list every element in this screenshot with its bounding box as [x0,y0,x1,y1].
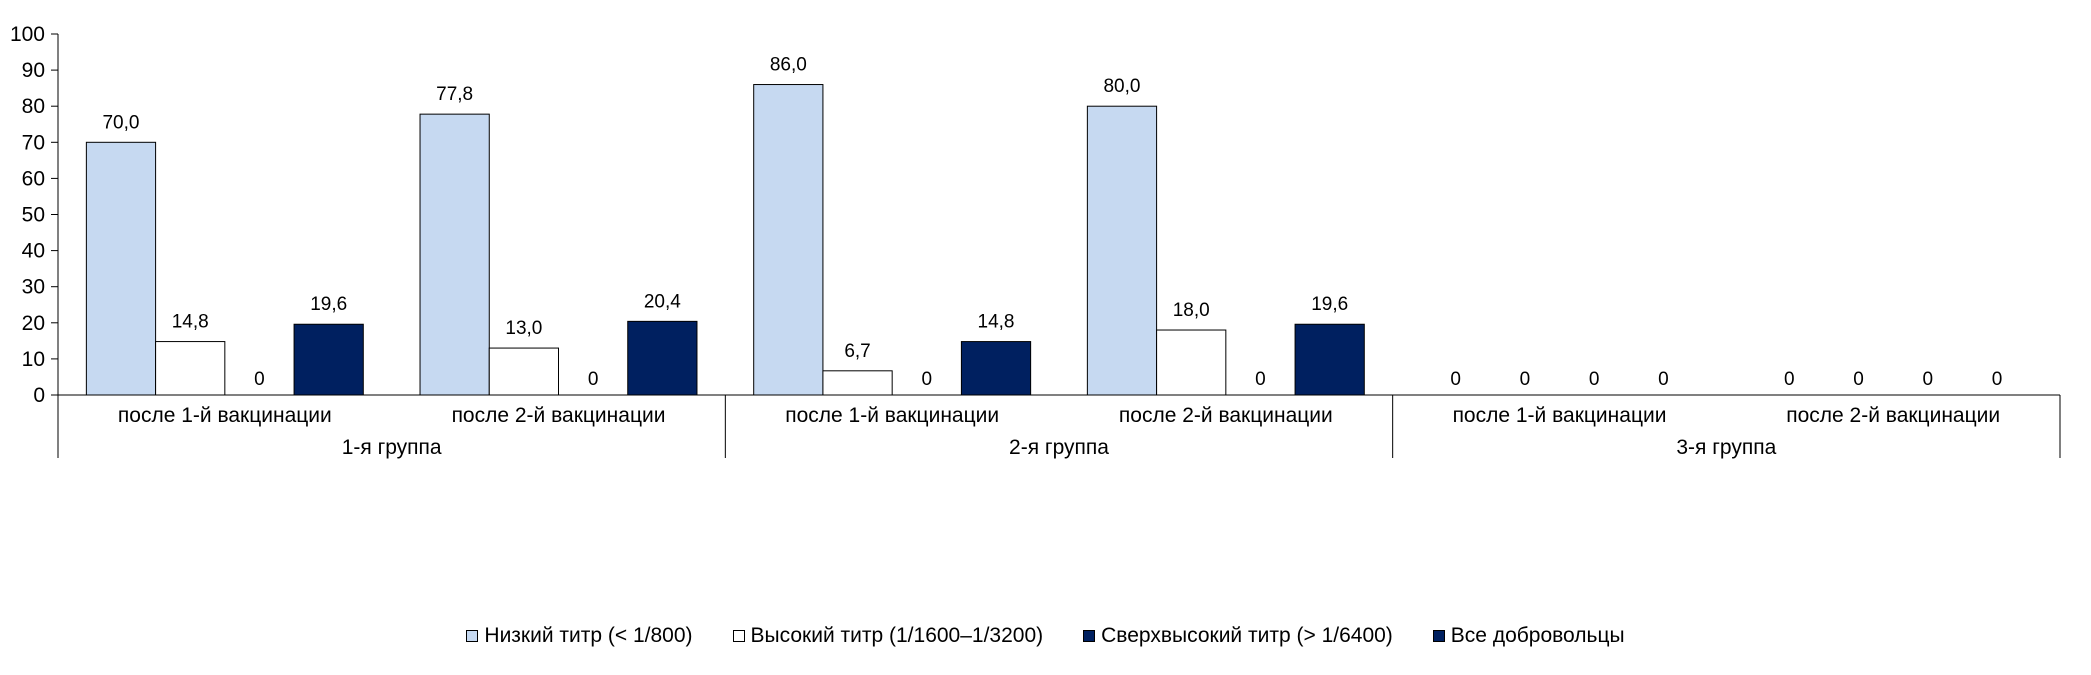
bar [488,347,559,396]
y-tick-label: 60 [22,167,45,190]
data-label: 0 [1450,369,1461,390]
y-tick-label: 90 [22,59,45,82]
y-tick-label: 80 [22,95,45,118]
bar [627,320,698,396]
chart: 0 10 20 30 40 50 60 70 80 90 100 70,0 14,8 0 19,6 после… [10,23,2061,459]
bar [822,370,893,396]
group-label: 2-я группа [1009,436,1109,459]
legend-swatch [466,630,479,642]
bar [1086,105,1158,396]
bar [419,113,490,396]
legend-item: Все добровольцы [1432,624,1625,648]
data-label: 77,8 [436,84,473,105]
y-tick-label: 20 [22,312,45,335]
y-tick-label: 10 [22,348,45,371]
legend: Низкий титр (< 1/800) Высокий титр (1/160… [0,624,2091,648]
category-label: после 2-й вакцинации [452,404,666,427]
data-label: 0 [588,369,599,390]
bar [293,323,364,396]
legend-swatch [1432,630,1445,642]
data-label: 14,8 [978,312,1015,333]
data-label: 0 [1589,369,1600,390]
data-label: 0 [1853,369,1864,390]
legend-label: Низкий титр (< 1/800) [484,624,693,647]
category-label: после 1-й вакцинации [1453,404,1667,427]
data-label: 86,0 [770,55,807,76]
y-tick-label: 50 [22,204,45,227]
bar [1156,329,1227,396]
data-label: 20,4 [644,291,681,312]
data-label: 70,0 [102,112,139,133]
data-label: 0 [1784,369,1795,390]
data-label: 0 [921,369,932,390]
legend-item: Высокий титр (1/1600–1/3200) [732,624,1044,648]
data-label: 19,6 [1311,294,1348,315]
data-label: 13,0 [505,318,542,339]
data-label: 80,0 [1103,76,1140,97]
y-tick-label: 100 [10,23,45,46]
legend-item: Сверхвысокий титр (> 1/6400) [1083,624,1393,648]
legend-label: Все добровольцы [1450,624,1625,647]
data-label: 0 [254,369,265,390]
data-label: 0 [1922,369,1933,390]
legend-swatch [1083,630,1096,642]
category-label: после 2-й вакцинации [1786,404,2000,427]
legend-label: Сверхвысокий титр (> 1/6400) [1101,624,1393,647]
legend-label: Высокий титр (1/1600–1/3200) [750,624,1044,647]
data-label: 18,0 [1173,300,1210,321]
bar [85,141,157,396]
legend-item: Низкий титр (< 1/800) [466,624,693,648]
y-tick-label: 0 [33,384,45,407]
bar [960,341,1032,396]
data-label: 0 [1520,369,1531,390]
bar [155,341,226,396]
data-label: 0 [1255,369,1266,390]
category-label: после 1-й вакцинации [785,404,999,427]
data-label: 19,6 [310,294,347,315]
data-label: 6,7 [844,341,870,362]
y-tick-label: 40 [22,240,45,263]
y-tick-label: 30 [22,276,45,299]
bar [753,84,824,396]
category-label: после 1-й вакцинации [118,404,332,427]
data-label: 0 [1992,369,2003,390]
category-label: после 2-й вакцинации [1119,404,1333,427]
legend-swatch [732,630,745,642]
group-label: 3-я группа [1676,436,1776,459]
data-label: 14,8 [172,312,209,333]
bar [1294,323,1365,396]
group-label: 1-я группа [342,436,442,459]
y-tick-label: 70 [22,131,45,154]
data-label: 0 [1658,369,1669,390]
